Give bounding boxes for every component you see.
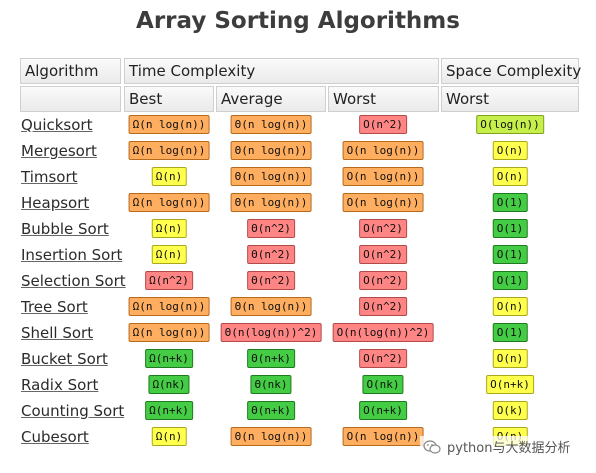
worst-complexity-badge: O(nk): [362, 375, 404, 394]
best-complexity-badge: Ω(n): [151, 245, 187, 264]
worst-complexity-badge: O(n^2): [359, 271, 407, 290]
worst-complexity-badge: O(n log(n)): [342, 427, 424, 446]
worst-complexity-badge: O(n(log(n))^2): [332, 323, 434, 342]
algorithm-link-insertion-sort[interactable]: Insertion Sort: [21, 246, 123, 264]
header-space-worst: Worst: [441, 86, 579, 112]
algorithm-link-counting-sort[interactable]: Counting Sort: [21, 402, 125, 420]
average-complexity-badge: Θ(n log(n)): [230, 427, 312, 446]
best-complexity-badge: Ω(n log(n)): [128, 193, 210, 212]
average-complexity-badge: Θ(n log(n)): [230, 141, 312, 160]
header-worst: Worst: [328, 86, 439, 112]
worst-complexity-badge: O(n^2): [359, 297, 407, 316]
page-title: Array Sorting Algorithms: [136, 8, 460, 34]
space-complexity-badge: O(n): [492, 349, 528, 368]
space-complexity-badge: O(n): [492, 297, 528, 316]
space-complexity-badge: O(k): [492, 401, 528, 420]
space-complexity-badge: O(n): [492, 141, 528, 160]
algorithm-link-heapsort[interactable]: Heapsort: [21, 194, 90, 212]
worst-complexity-badge: O(n log(n)): [342, 167, 424, 186]
algorithm-link-timsort[interactable]: Timsort: [21, 168, 78, 186]
best-complexity-badge: Ω(n+k): [145, 349, 193, 368]
header-algorithm: Algorithm: [20, 58, 121, 84]
worst-complexity-badge: O(n log(n)): [342, 141, 424, 160]
best-complexity-badge: Ω(n+k): [145, 401, 193, 420]
space-complexity-badge: O(1): [492, 219, 528, 238]
header-blank: [20, 86, 121, 112]
worst-complexity-badge: O(n log(n)): [342, 193, 424, 212]
best-complexity-badge: Ω(n log(n)): [128, 297, 210, 316]
best-complexity-badge: Ω(n^2): [145, 271, 193, 290]
average-complexity-badge: Θ(n log(n)): [230, 193, 312, 212]
average-complexity-badge: Θ(n^2): [247, 245, 295, 264]
watermark: python与大数据分析: [420, 436, 574, 457]
header-space-complexity: Space Complexity: [441, 58, 581, 84]
wechat-icon: [423, 439, 441, 454]
average-complexity-badge: Θ(n^2): [247, 271, 295, 290]
algorithm-link-bubble-sort[interactable]: Bubble Sort: [21, 220, 109, 238]
header-best: Best: [124, 86, 214, 112]
best-complexity-badge: Ω(n log(n)): [128, 115, 210, 134]
average-complexity-badge: Θ(n+k): [247, 401, 295, 420]
average-complexity-badge: Θ(n+k): [247, 349, 295, 368]
best-complexity-badge: Ω(n): [151, 427, 187, 446]
algorithm-link-mergesort[interactable]: Mergesort: [21, 142, 97, 160]
algorithm-link-radix-sort[interactable]: Radix Sort: [21, 376, 99, 394]
watermark-text: python与大数据分析: [447, 441, 571, 456]
algorithm-link-tree-sort[interactable]: Tree Sort: [21, 298, 88, 316]
header-average: Average: [216, 86, 326, 112]
algorithm-link-bucket-sort[interactable]: Bucket Sort: [21, 350, 108, 368]
average-complexity-badge: Θ(nk): [250, 375, 292, 394]
space-complexity-badge: O(log(n)): [476, 115, 544, 134]
worst-complexity-badge: O(n^2): [359, 245, 407, 264]
best-complexity-badge: Ω(n): [151, 167, 187, 186]
space-complexity-badge: O(1): [492, 245, 528, 264]
space-complexity-badge: O(n+k): [486, 375, 534, 394]
average-complexity-badge: Θ(n log(n)): [230, 167, 312, 186]
average-complexity-badge: Θ(n^2): [247, 219, 295, 238]
worst-complexity-badge: O(n^2): [359, 115, 407, 134]
average-complexity-badge: Θ(n log(n)): [230, 115, 312, 134]
space-complexity-badge: O(1): [492, 193, 528, 212]
best-complexity-badge: Ω(nk): [148, 375, 190, 394]
algorithm-link-quicksort[interactable]: Quicksort: [21, 116, 93, 134]
space-complexity-badge: O(n): [492, 167, 528, 186]
worst-complexity-badge: O(n+k): [359, 401, 407, 420]
average-complexity-badge: Θ(n(log(n))^2): [220, 323, 322, 342]
best-complexity-badge: Ω(n log(n)): [128, 323, 210, 342]
best-complexity-badge: Ω(n): [151, 219, 187, 238]
algorithm-link-cubesort[interactable]: Cubesort: [21, 428, 89, 446]
average-complexity-badge: Θ(n log(n)): [230, 297, 312, 316]
worst-complexity-badge: O(n^2): [359, 219, 407, 238]
space-complexity-badge: O(1): [492, 323, 528, 342]
worst-complexity-badge: O(n^2): [359, 349, 407, 368]
header-time-complexity: Time Complexity: [124, 58, 439, 84]
algorithm-link-shell-sort[interactable]: Shell Sort: [21, 324, 94, 342]
best-complexity-badge: Ω(n log(n)): [128, 141, 210, 160]
space-complexity-badge: O(1): [492, 271, 528, 290]
algorithm-link-selection-sort[interactable]: Selection Sort: [21, 272, 126, 290]
